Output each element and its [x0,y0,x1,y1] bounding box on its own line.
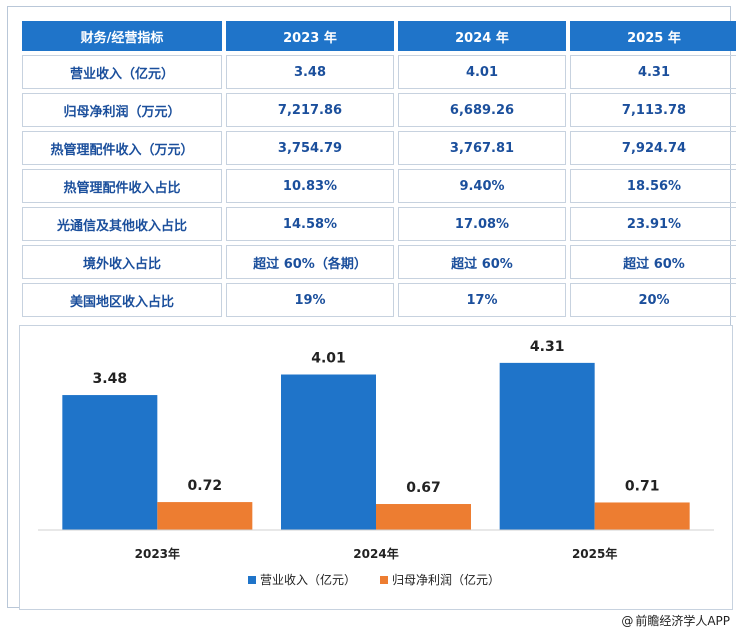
table-row: 归母净利润（万元） 7,217.86 6,689.26 7,113.78 [22,93,736,127]
report-frame: 财务/经营指标 2023 年 2024 年 2025 年 营业收入（亿元） 3.… [7,6,736,610]
cell-2023: 7,217.86 [226,93,394,127]
row-label: 归母净利润（万元） [22,93,222,127]
row-label: 美国地区收入占比 [22,283,222,317]
legend-swatch-revenue [248,576,256,584]
table-row: 境外收入占比 超过 60%（各期） 超过 60% 超过 60% [22,245,736,279]
cell-2023: 3,754.79 [226,131,394,165]
header-2025: 2025 年 [570,21,736,51]
metrics-table: 财务/经营指标 2023 年 2024 年 2025 年 营业收入（亿元） 3.… [18,17,736,321]
bar-chart: 3.48 0.72 2023年 4.01 0.67 2024年 4.31 0.71 2025年营… [38,339,714,587]
header-metric: 财务/经营指标 [22,21,222,51]
cell-2023: 超过 60%（各期） [226,245,394,279]
table-row: 美国地区收入占比 19% 17% 20% [22,283,736,317]
bar-profit [157,502,253,530]
data-label: 0.71 [625,478,660,494]
cell-2025: 20% [570,283,736,317]
cell-2023: 19% [226,283,394,317]
cell-2023: 10.83% [226,169,394,203]
cell-2024: 3,767.81 [398,131,566,165]
table-row: 营业收入（亿元） 3.48 4.01 4.31 [22,55,736,89]
cell-2023: 14.58% [226,207,394,241]
bar-revenue [499,362,595,530]
bar-revenue [62,395,158,530]
bar-profit [594,502,690,530]
table-header-row: 财务/经营指标 2023 年 2024 年 2025 年 [22,21,736,51]
data-label: 0.72 [188,478,223,494]
cell-2025: 7,924.74 [570,131,736,165]
row-label: 热管理配件收入占比 [22,169,222,203]
row-label: 热管理配件收入（万元） [22,131,222,165]
row-label: 境外收入占比 [22,245,222,279]
cell-2024: 超过 60% [398,245,566,279]
bar-revenue [281,374,376,530]
table-row: 光通信及其他收入占比 14.58% 17.08% 23.91% [22,207,736,241]
cell-2024: 4.01 [398,55,566,89]
source-credit: @ 前瞻经济学人APP [621,612,730,629]
cell-2025: 23.91% [570,207,736,241]
legend-label: 归母净利润（亿元） [392,572,500,587]
cell-2025: 18.56% [570,169,736,203]
cell-2024: 17% [398,283,566,317]
bar-chart-panel: 3.48 0.72 2023年 4.01 0.67 2024年 4.31 0.71 2025年营… [19,325,733,610]
data-label: 3.48 [93,371,128,387]
cell-2023: 3.48 [226,55,394,89]
x-tick-label: 2023年 [135,546,180,561]
at-sign: @ [621,614,634,628]
cell-2025: 7,113.78 [570,93,736,127]
row-label: 营业收入（亿元） [22,55,222,89]
header-2024: 2024 年 [398,21,566,51]
x-tick-label: 2025年 [572,546,617,561]
header-2023: 2023 年 [226,21,394,51]
source-text: 前瞻经济学人APP [635,614,730,628]
row-label: 光通信及其他收入占比 [22,207,222,241]
cell-2025: 4.31 [570,55,736,89]
legend-swatch-profit [380,576,388,584]
table-row: 热管理配件收入占比 10.83% 9.40% 18.56% [22,169,736,203]
legend-label: 营业收入（亿元） [260,572,356,587]
x-tick-label: 2024年 [353,546,398,561]
data-label: 4.01 [311,351,346,367]
cell-2025: 超过 60% [570,245,736,279]
data-label: 0.67 [406,480,441,496]
data-label: 4.31 [530,339,565,355]
cell-2024: 9.40% [398,169,566,203]
cell-2024: 6,689.26 [398,93,566,127]
cell-2024: 17.08% [398,207,566,241]
bar-profit [376,504,471,530]
table-row: 热管理配件收入（万元） 3,754.79 3,767.81 7,924.74 [22,131,736,165]
